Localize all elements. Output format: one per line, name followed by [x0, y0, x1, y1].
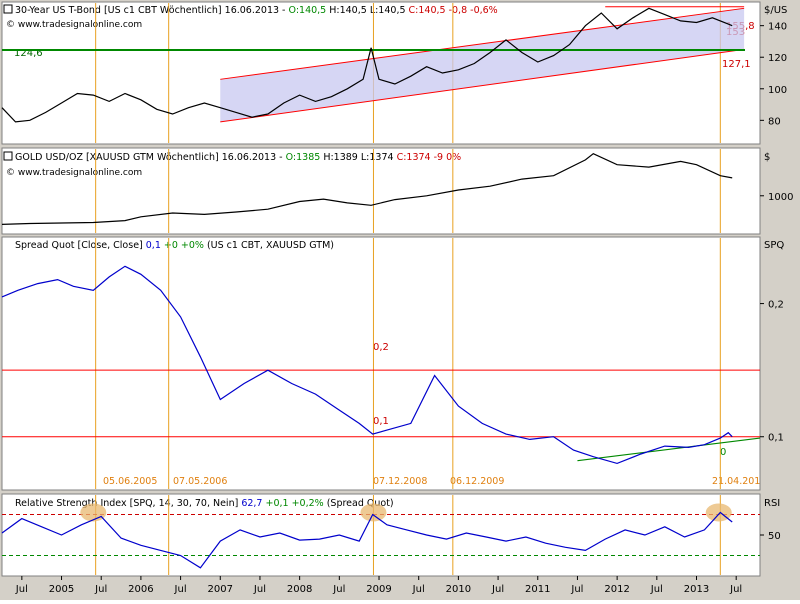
- rsi-legend: Relative Strength Index [SPQ, 14, 30, 70…: [15, 498, 394, 509]
- x-tick-label: Jul: [570, 584, 583, 595]
- x-tick-label: Jul: [332, 584, 345, 595]
- spread-legend: Spread Quot [Close, Close] 0,1 +0 +0% (U…: [15, 240, 334, 251]
- gold-legend-open: O:1385: [286, 152, 321, 163]
- date-label-2008: 07.12.2008: [373, 476, 427, 487]
- x-tick-label: Jul: [650, 584, 663, 595]
- x-tick-label: 2005: [49, 584, 74, 595]
- x-axis: Jul 2005 Jul 2006 Jul 2007 Jul 2008 Jul 2009 Jul 20…: [15, 576, 742, 595]
- x-tick-label: Jul: [174, 584, 187, 595]
- spread-unit-label: SPQ: [764, 240, 784, 251]
- legend-box-icon: [3, 151, 13, 161]
- gold-unit-label: $: [764, 152, 770, 163]
- spread-panel: Spread Quot [Close, Close] 0,1 +0 +0% (U…: [1, 236, 784, 491]
- bond-ytick-label: 140: [768, 22, 787, 33]
- date-label-2005: 05.06.2005: [103, 476, 157, 487]
- bond-legend-name: 30-Year US T-Bond [US c1 CBT Wöchentlich…: [15, 5, 289, 16]
- spread-legend-rest: (US c1 CBT, XAUUSD GTM): [204, 240, 334, 251]
- spread-legend-change: +0 +0%: [161, 240, 204, 251]
- bond-watermark: © www.tradesignalonline.com: [6, 20, 142, 30]
- rsi-panel: Relative Strength Index [SPQ, 14, 30, 70…: [1, 493, 780, 577]
- rsi-line: [1, 511, 733, 569]
- spread-trendline: [577, 437, 761, 462]
- spread-line: [1, 265, 733, 465]
- x-tick-label: 2007: [208, 584, 233, 595]
- gold-legend: GOLD USD/OZ [XAUUSD GTM Wöchentlich] 16.…: [15, 152, 461, 163]
- x-tick-label: 2010: [446, 584, 471, 595]
- chart-marks: 140 120 100 80 1000 0,2 0,1 50: [1, 3, 793, 575]
- spread-ytick-label: 0,2: [768, 300, 784, 311]
- gold-legend-close: C:1374 -9 0%: [397, 152, 462, 163]
- rsi-legend-rest: (Spread Quot): [324, 498, 394, 509]
- x-tick-label: Jul: [94, 584, 107, 595]
- spread-level-label-0.2: 0,2: [373, 342, 389, 353]
- channel-upper-line: [220, 7, 745, 80]
- bond-ytick-label: 80: [768, 116, 781, 127]
- channel-bottom-label: 127,1: [722, 59, 751, 70]
- rsi-highlight-circle-1: [360, 503, 387, 522]
- gold-price-line: [1, 153, 733, 225]
- bond-ytick-label: 100: [768, 85, 787, 96]
- gold-legend-hl: H:1389 L:1374: [320, 152, 396, 163]
- rsi-legend-change: +0,1 +0,2%: [262, 498, 323, 509]
- date-label-2009: 06.12.2009: [450, 476, 504, 487]
- bond-legend-open: O:140,5: [289, 5, 327, 16]
- gold-legend-name: GOLD USD/OZ [XAUUSD GTM Wöchentlich] 16.…: [15, 152, 286, 163]
- spread-legend-name: Spread Quot [Close, Close]: [15, 240, 146, 251]
- bond-legend-hl: H:140,5 L:140,5: [326, 5, 408, 16]
- rsi-legend-name: Relative Strength Index [SPQ, 14, 30, 70…: [15, 498, 241, 509]
- rsi-ytick-label: 50: [768, 531, 781, 542]
- x-tick-label: 2006: [128, 584, 153, 595]
- x-tick-label: 2013: [684, 584, 709, 595]
- rsi-legend-value: 62,7: [241, 498, 262, 509]
- x-tick-label: 2008: [287, 584, 312, 595]
- x-tick-label: 2009: [366, 584, 391, 595]
- x-tick-label: Jul: [15, 584, 28, 595]
- date-label-2006: 07.05.2006: [173, 476, 227, 487]
- x-tick-label: Jul: [729, 584, 742, 595]
- spread-plot-area: [1, 236, 761, 491]
- gold-watermark: © www.tradesignalonline.com: [6, 168, 142, 178]
- x-tick-label: 2011: [525, 584, 550, 595]
- rsi-highlight-circle-0: [80, 503, 107, 522]
- rsi-unit-label: RSI: [764, 498, 780, 509]
- x-tick-label: Jul: [253, 584, 266, 595]
- gold-ytick-label: 1000: [768, 192, 793, 203]
- trendline-label: 0: [720, 447, 726, 458]
- x-tick-label: Jul: [491, 584, 504, 595]
- x-tick-label: Jul: [412, 584, 425, 595]
- channel-lower-line: [220, 48, 745, 123]
- spread-ytick-label: 0,1: [768, 433, 784, 444]
- support-level-label: 124,6: [14, 48, 43, 59]
- x-tick-label: 2012: [604, 584, 629, 595]
- bond-legend: 30-Year US T-Bond [US c1 CBT Wöchentlich…: [15, 5, 498, 16]
- date-label-2013: 21.04.201: [712, 476, 760, 487]
- spread-level-label-0.1: 0,1: [373, 416, 389, 427]
- legend-box-icon: [3, 4, 13, 14]
- spread-legend-value: 0,1: [146, 240, 161, 251]
- rsi-plot-area: [1, 493, 761, 577]
- bond-price-line: [1, 7, 733, 123]
- bond-unit-label: $/US: [764, 5, 787, 16]
- bond-ytick-label: 120: [768, 53, 787, 64]
- channel-fill: [220, 8, 745, 122]
